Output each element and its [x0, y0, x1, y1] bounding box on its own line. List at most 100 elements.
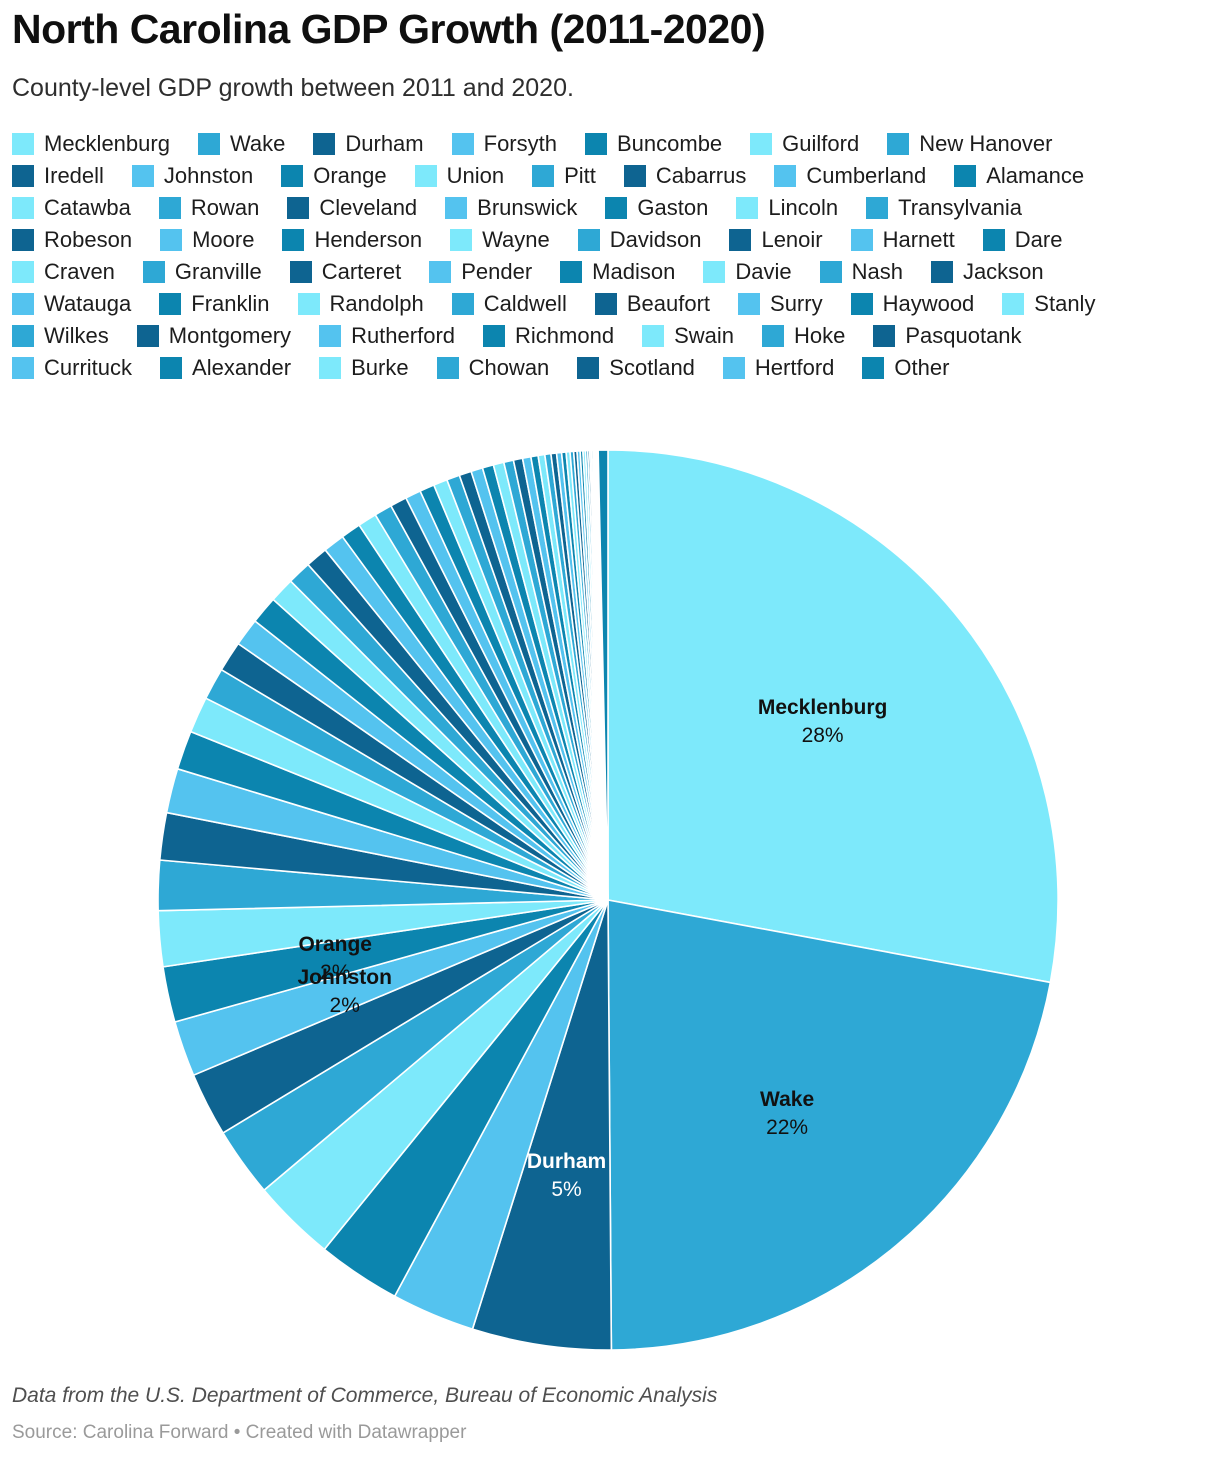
color-swatch [850, 229, 873, 251]
legend-item-pitt: Pitt [532, 165, 596, 187]
legend-item-alamance: Alamance [954, 165, 1084, 187]
legend-label: Hoke [793, 323, 846, 348]
legend-item-madison: Madison [560, 261, 675, 283]
legend-item-moore: Moore [160, 229, 254, 251]
legend-row: Mecklenburg Wake Durham Forsyth Buncombe Guil… [12, 133, 1212, 155]
color-swatch [850, 293, 873, 315]
legend-item-haywood: Haywood [850, 291, 975, 316]
legend-label: Scotland [609, 355, 695, 380]
legend-item-dare: Dare [982, 229, 1062, 251]
legend-item-wake: Wake [197, 133, 285, 155]
legend-item-buncombe: Buncombe [584, 131, 723, 156]
legend-label: Stanly [1034, 291, 1096, 316]
color-swatch [12, 197, 34, 219]
legend-label: Burke [351, 355, 409, 380]
legend-label: Haywood [882, 291, 975, 316]
legend-row: Watauga Franklin Randolph Caldwell Beaufort S… [12, 293, 1212, 315]
legend-label: Iredell [44, 163, 104, 188]
legend-item-cumberland: Cumberland [774, 165, 926, 187]
legend-item-durham: Durham [313, 131, 424, 156]
legend-label: Beaufort [626, 291, 711, 316]
legend-item-watauga: Watauga [12, 293, 131, 315]
color-swatch [642, 325, 665, 347]
legend-label: Cleveland [319, 195, 418, 220]
chart-header: North Carolina GDP Growth (2011-2020) Co… [12, 6, 1208, 103]
color-swatch [451, 293, 474, 315]
legend-item-beaufort: Beaufort [594, 291, 711, 316]
legend-label: Brunswick [477, 195, 578, 220]
legend-item-rowan: Rowan [158, 195, 260, 220]
legend-item-surry: Surry [738, 293, 823, 315]
color-swatch [1002, 293, 1025, 315]
color-swatch [722, 357, 745, 379]
legend-item-currituck: Currituck [12, 357, 132, 379]
source-byline: Source: Carolina Forward • Created with … [12, 1422, 467, 1443]
legend-label: Harnett [882, 227, 955, 252]
data-attribution: Data from the U.S. Department of Commerc… [12, 1384, 718, 1407]
legend-row: Wilkes Montgomery Rutherford Richmond Swain H… [12, 325, 1212, 347]
legend-label: Lincoln [768, 195, 839, 220]
legend-label: Madison [592, 259, 676, 284]
legend-item-swain: Swain [642, 325, 734, 347]
legend-item-henderson: Henderson [282, 229, 422, 251]
color-swatch [866, 197, 889, 219]
legend-label: Union [446, 163, 505, 188]
legend-item-lenoir: Lenoir [729, 229, 823, 251]
color-swatch [160, 229, 183, 251]
legend-label: Durham [345, 131, 424, 156]
color-swatch [532, 165, 555, 187]
legend-label: Rowan [190, 195, 260, 220]
legend-item-hertford: Hertford [722, 357, 834, 379]
legend-item-union: Union [414, 163, 505, 188]
legend-item-nash: Nash [819, 259, 903, 284]
legend-item-wilkes: Wilkes [12, 325, 109, 347]
legend-item-granville: Granville [142, 259, 262, 284]
legend-label: Carteret [321, 259, 402, 284]
color-swatch [736, 197, 759, 219]
legend-item-catawba: Catawba [12, 197, 131, 219]
color-swatch [159, 293, 182, 315]
color-swatch [429, 261, 452, 283]
color-swatch [862, 357, 885, 379]
color-swatch [774, 165, 797, 187]
color-swatch [319, 357, 342, 379]
color-swatch [197, 133, 220, 155]
legend-item-carteret: Carteret [289, 259, 402, 284]
legend-row: Craven Granville Carteret Pender Madison Davi… [12, 261, 1212, 283]
color-swatch [436, 357, 459, 379]
pie-chart-area: Mecklenburg 28% Wake 22% Durham 5% Johnston 2% O… [156, 448, 1060, 1352]
color-swatch [136, 325, 159, 347]
legend-item-robeson: Robeson [12, 229, 132, 251]
legend-label: Buncombe [616, 131, 723, 156]
legend-label: Granville [174, 259, 262, 284]
color-swatch [160, 357, 183, 379]
color-swatch [930, 261, 953, 283]
legend-item-lincoln: Lincoln [736, 197, 838, 219]
pie-slice-mecklenburg [607, 449, 1059, 984]
pie-chart [157, 449, 1059, 1351]
legend-label: Currituck [44, 355, 133, 380]
legend-label: Franklin [191, 291, 270, 316]
legend-item-davidson: Davidson [577, 229, 701, 251]
legend-label: Mecklenburg [44, 131, 170, 156]
color-swatch [451, 133, 474, 155]
legend-label: Montgomery [168, 323, 292, 348]
legend-label: Swain [674, 323, 734, 348]
color-swatch [623, 165, 646, 187]
legend-label: Alamance [986, 163, 1085, 188]
legend-label: New Hanover [919, 131, 1053, 156]
color-swatch [982, 229, 1005, 251]
legend-item-new-hanover: New Hanover [887, 131, 1053, 156]
legend-label: Other [894, 355, 950, 380]
legend-label: Henderson [314, 227, 423, 252]
legend-label: Catawba [44, 195, 131, 220]
color-swatch [738, 293, 761, 315]
color-swatch [577, 357, 600, 379]
legend-item-jackson: Jackson [930, 261, 1044, 283]
legend-item-alexander: Alexander [160, 357, 291, 379]
legend-label: Nash [851, 259, 903, 284]
color-swatch [12, 293, 34, 315]
color-swatch [282, 229, 305, 251]
legend-item-other: Other [862, 357, 949, 379]
legend-item-johnston: Johnston [131, 165, 253, 187]
